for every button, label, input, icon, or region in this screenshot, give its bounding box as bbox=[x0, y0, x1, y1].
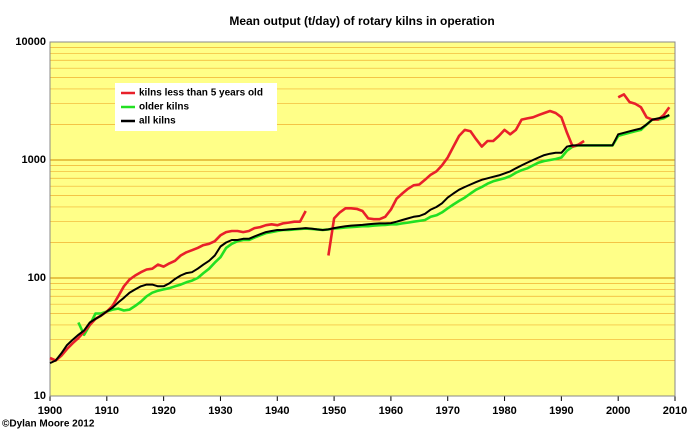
legend-label: all kilns bbox=[139, 116, 176, 127]
x-tick-label: 1980 bbox=[492, 405, 516, 417]
plot-border bbox=[49, 41, 676, 397]
x-tick-label: 1910 bbox=[95, 405, 119, 417]
x-tick-label: 1940 bbox=[265, 405, 289, 417]
x-tick-label: 1950 bbox=[322, 405, 346, 417]
x-tick-label: 2010 bbox=[663, 405, 687, 417]
x-tick-label: 1960 bbox=[379, 405, 403, 417]
y-tick-label: 100 bbox=[28, 272, 46, 284]
footer: ©Dylan Moore 2012 bbox=[2, 419, 95, 430]
legend-label: older kilns bbox=[139, 102, 189, 113]
legend-box bbox=[115, 83, 277, 131]
y-tick-label: 10000 bbox=[15, 36, 46, 48]
x-tick-label: 1970 bbox=[435, 405, 459, 417]
y-tick-label: 1000 bbox=[22, 154, 46, 166]
series-line bbox=[77, 113, 670, 337]
x-tick-label: 1990 bbox=[549, 405, 573, 417]
legend-label: kilns less than 5 years old bbox=[139, 88, 263, 99]
chart-title: Mean output (t/day) of rotary kilns in o… bbox=[229, 14, 494, 28]
series-line bbox=[49, 114, 670, 365]
y-tick-label: 10 bbox=[34, 390, 46, 402]
x-tick-label: 2000 bbox=[606, 405, 630, 417]
x-tick-label: 1900 bbox=[38, 405, 62, 417]
x-tick-label: 1920 bbox=[151, 405, 175, 417]
x-tick-label: 1930 bbox=[208, 405, 232, 417]
